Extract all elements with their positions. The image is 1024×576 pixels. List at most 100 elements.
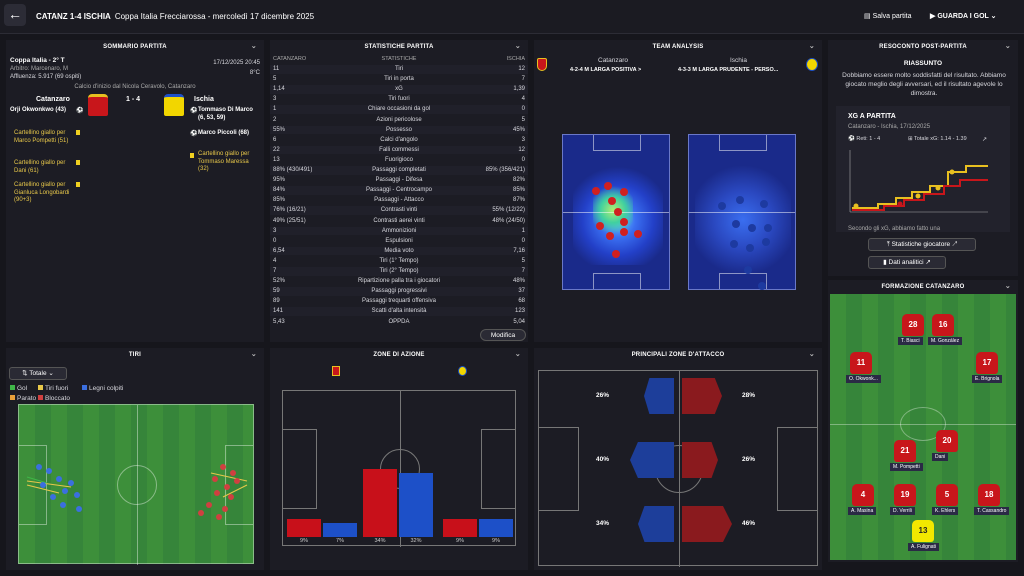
stat-row: 1 Chiare occasioni da gol 0 bbox=[270, 105, 528, 114]
legend-item[interactable]: Bloccato bbox=[38, 395, 70, 402]
stat-away-value: 5 bbox=[521, 116, 525, 123]
home-team-name[interactable]: Catanzaro bbox=[36, 96, 70, 103]
player-name[interactable]: A. Masina bbox=[848, 507, 877, 515]
chevron-down-icon[interactable]: ⌄ bbox=[1004, 283, 1011, 290]
attack-pct-home: 34% bbox=[596, 520, 610, 527]
zone-home-pct: 9% bbox=[456, 538, 464, 544]
legend-item[interactable]: Gol bbox=[10, 385, 27, 392]
goal-marker bbox=[935, 185, 941, 191]
stat-away-value: 0 bbox=[521, 106, 525, 113]
shot-line bbox=[222, 484, 248, 498]
player-shirt[interactable]: 17 bbox=[976, 352, 998, 374]
player-name[interactable]: E. Brignola bbox=[972, 375, 1003, 383]
stat-away-value: 1,39 bbox=[513, 86, 525, 93]
away-player-dot bbox=[746, 244, 754, 252]
player-name[interactable]: T. Cassandro bbox=[974, 507, 1010, 515]
player-shirt[interactable]: 13 bbox=[912, 520, 934, 542]
player-shirt[interactable]: 21 bbox=[894, 440, 916, 462]
zones-header: ZONE DI AZIONE ⌄ bbox=[270, 348, 528, 362]
lineup-pitch bbox=[830, 294, 1016, 560]
stat-away-value: 3 bbox=[521, 136, 525, 143]
external-link-icon[interactable]: ↗ bbox=[982, 137, 988, 143]
ta-away-formation[interactable]: 4-3-3 M LARGA PRUDENTE - PERSO... bbox=[678, 67, 779, 73]
summary-header: SOMMARIO PARTITA ⌄ bbox=[6, 40, 264, 54]
shot-marker bbox=[68, 480, 74, 486]
player-name[interactable]: A. Fulignati bbox=[908, 543, 940, 551]
shots-filter-dropdown[interactable]: ⇅ Totale ⌄ bbox=[9, 367, 67, 380]
stat-label: Scatti d'alta intensità bbox=[371, 308, 427, 315]
stat-label: Passaggi - Centrocampo bbox=[365, 187, 433, 194]
chevron-down-icon[interactable]: ⌄ bbox=[1004, 43, 1011, 50]
edit-button[interactable]: Modifica bbox=[480, 329, 526, 341]
analytics-button[interactable]: ▮ Dati analitici ↗ bbox=[868, 256, 946, 269]
shots-panel: TIRI ⌄ ⇅ Totale ⌄ Gol Tiri fuori Legni colp… bbox=[6, 348, 264, 570]
player-name[interactable]: M. Pompetti bbox=[890, 463, 923, 471]
ischia-crest-icon bbox=[458, 366, 467, 376]
stat-home-value: 52% bbox=[273, 278, 286, 285]
player-name[interactable]: K. Ehlers bbox=[932, 507, 959, 515]
stat-row: 59 Passaggi progressivi 37 bbox=[270, 287, 528, 296]
legend-item[interactable]: Parato bbox=[10, 395, 36, 402]
stat-row: 85% Passaggi - Attacco 87% bbox=[270, 196, 528, 205]
shot-marker bbox=[40, 482, 46, 488]
penalty-box bbox=[777, 427, 817, 511]
catanzaro-crest-icon bbox=[332, 366, 340, 376]
stat-row: 11 Tiri 12 bbox=[270, 65, 528, 74]
player-name[interactable]: M. González bbox=[928, 337, 963, 345]
ta-away-name: Ischia bbox=[730, 57, 747, 64]
stat-row: 6 Calci d'angolo 3 bbox=[270, 136, 528, 145]
match-score-title: CATANZ 1-4 ISCHIA bbox=[36, 12, 111, 21]
ball-icon: ⚽ bbox=[190, 108, 198, 114]
stat-away-value: 5 bbox=[521, 257, 525, 264]
chevron-down-icon[interactable]: ⌄ bbox=[250, 43, 257, 50]
player-shirt[interactable]: 4 bbox=[852, 484, 874, 506]
player-shirt[interactable]: 28 bbox=[902, 314, 924, 336]
stat-label: xG bbox=[395, 86, 403, 93]
attack-arrow-away bbox=[682, 506, 732, 542]
ball-icon: ⚽ bbox=[190, 131, 198, 137]
chevron-down-icon[interactable]: ⌄ bbox=[250, 351, 257, 358]
player-stats-button[interactable]: ⤒ Statistiche giocatore ↗ bbox=[868, 238, 976, 251]
player-shirt[interactable]: 18 bbox=[978, 484, 1000, 506]
stat-row: 84% Passaggi - Centrocampo 85% bbox=[270, 186, 528, 195]
stat-home-value: 88% (430/491) bbox=[273, 167, 313, 173]
chevron-down-icon[interactable]: ⌄ bbox=[514, 351, 521, 358]
player-name[interactable]: O. Okwonk... bbox=[846, 375, 881, 383]
ball-icon: ⚽ bbox=[76, 108, 84, 114]
stat-row: 0 Espulsioni 0 bbox=[270, 237, 528, 246]
chevron-down-icon[interactable]: ⌄ bbox=[514, 43, 521, 50]
player-shirt[interactable]: 20 bbox=[936, 430, 958, 452]
attack-arrow-away bbox=[682, 442, 718, 478]
player-name[interactable]: Dani bbox=[932, 453, 949, 461]
away-team-name[interactable]: Ischia bbox=[194, 96, 214, 103]
stat-row: 3 Ammonizioni 1 bbox=[270, 226, 528, 236]
watch-goals-button[interactable]: ▶ GUARDA I GOL ⌄ bbox=[930, 12, 996, 20]
back-button[interactable]: ← bbox=[4, 4, 26, 26]
ta-home-formation[interactable]: 4-2-4 M LARGA POSITIVA > bbox=[570, 67, 642, 73]
away-xg-line bbox=[852, 165, 988, 209]
stat-away-value: 82% bbox=[512, 177, 525, 184]
player-shirt[interactable]: 16 bbox=[932, 314, 954, 336]
chevron-down-icon[interactable]: ⌄ bbox=[808, 351, 815, 358]
chevron-down-icon[interactable]: ⌄ bbox=[808, 43, 815, 50]
legend-item[interactable]: Legni colpiti bbox=[82, 385, 123, 392]
penalty-box bbox=[283, 429, 317, 509]
zone-bar-away bbox=[479, 519, 513, 537]
legend-item[interactable]: Tiri fuori bbox=[38, 385, 68, 392]
stat-away-value: 123 bbox=[514, 308, 525, 315]
player-shirt[interactable]: 19 bbox=[894, 484, 916, 506]
save-match-button[interactable]: ▤ Salva partita bbox=[864, 12, 911, 20]
lineup-title: FORMAZIONE CATANZARO bbox=[881, 284, 965, 290]
home-player-dot bbox=[614, 208, 622, 216]
stats-col-away: ISCHIA bbox=[506, 56, 525, 62]
report-title: RESOCONTO POST-PARTITA bbox=[879, 44, 967, 50]
top-bar: ← CATANZ 1-4 ISCHIA Coppa Italia Frecciar… bbox=[0, 0, 1024, 34]
player-shirt[interactable]: 11 bbox=[850, 352, 872, 374]
player-name[interactable]: T. Biasci bbox=[898, 337, 923, 345]
attack-pct-home: 26% bbox=[596, 392, 610, 399]
shot-marker bbox=[76, 506, 82, 512]
player-shirt[interactable]: 5 bbox=[936, 484, 958, 506]
stat-away-value: 12 bbox=[518, 146, 525, 153]
player-name[interactable]: D. Verrili bbox=[890, 507, 915, 515]
stat-home-value: 4 bbox=[273, 257, 277, 264]
